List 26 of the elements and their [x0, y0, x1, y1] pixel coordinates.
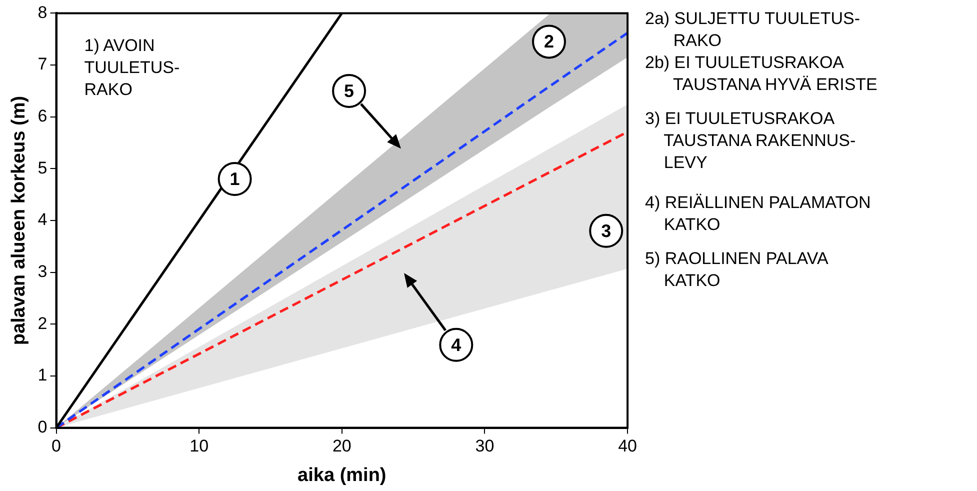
- y-tick-label: 7: [38, 54, 48, 74]
- annotation: 1: [230, 169, 240, 190]
- text: 3) EI TUULETUSRAKOA TAUSTANA RAKENNUS- LEVY: [645, 108, 856, 174]
- y-axis-title: palavan alueen korkeus (m): [8, 96, 30, 346]
- y-tick-label: 3: [38, 262, 48, 282]
- text: 2a) SULJETTU TUULETUS- RAKO 2b) EI TUULETUSRAKOA TAUSTANA HYVÄ ERISTE: [645, 8, 878, 96]
- y-tick-label: 1: [38, 366, 48, 385]
- y-tick-label: 4: [38, 210, 48, 230]
- x-tick-label: 20: [332, 436, 352, 456]
- x-tick-label: 0: [52, 436, 61, 456]
- y-tick-label: 6: [38, 106, 48, 126]
- y-tick-label: 8: [38, 2, 48, 22]
- y-tick-label: 0: [38, 417, 48, 436]
- annotation: 5: [344, 80, 354, 101]
- y-tick-label: 5: [38, 158, 48, 178]
- annotation: 4: [451, 334, 462, 355]
- x-tick-label: 10: [190, 436, 209, 456]
- x-tick-label: 30: [475, 436, 494, 456]
- annotation: 3: [601, 220, 612, 241]
- text: 4) REIÄLLINEN PALAMATON KATKO: [645, 192, 871, 236]
- annotation: 2: [544, 32, 554, 52]
- y-tick-label: 2: [38, 314, 48, 333]
- text: 5) RAOLLINEN PALAVA KATKO: [645, 248, 828, 292]
- x-axis-title: aika (min): [298, 464, 386, 486]
- annotation: 1) AVOIN TUULETUS- RAKO: [84, 35, 180, 102]
- x-tick-label: 40: [618, 436, 638, 456]
